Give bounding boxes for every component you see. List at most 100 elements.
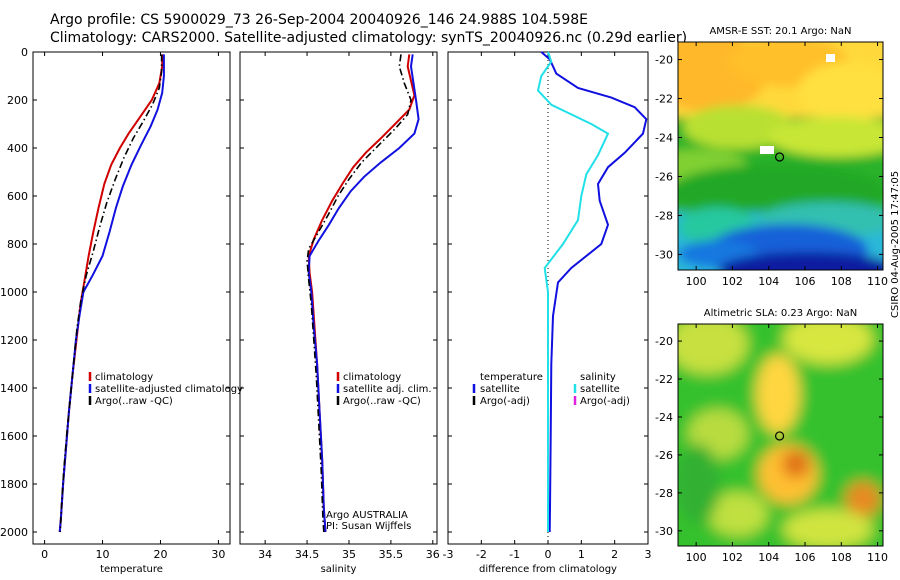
- x-tick-label: -1: [509, 548, 520, 561]
- y-tick-label: -28: [655, 209, 673, 222]
- map-region: [783, 324, 873, 364]
- x-tick-label: 35.5: [379, 548, 404, 561]
- panel-salinity: 34 34.5 35 35.5 36 salinity climatologysatelli…: [239, 51, 440, 575]
- map-region: [756, 354, 800, 434]
- panel-sla-map: Altimetric SLA: 0.23 Argo: NaN 100 102 104 1…: [655, 308, 888, 564]
- x-tick-label: 110: [867, 275, 888, 288]
- map-field: [678, 42, 883, 270]
- panel-temperature: 0 10 20 30 0 200 400 600 800 1000 1200 1400 1600 1800…: [0, 46, 243, 575]
- x-tick-label: 30: [211, 548, 225, 561]
- series-line-satellite-adj-clim-: [307, 54, 420, 533]
- x-tick-label: 108: [831, 275, 852, 288]
- y-tick-label: -26: [655, 170, 673, 183]
- map-region: [718, 252, 883, 270]
- series-line-argo-raw-qc-: [306, 54, 412, 533]
- map-blobs: [678, 42, 883, 270]
- header-title-1: Argo profile: CS 5900029_73 26-Sep-2004 …: [50, 12, 588, 28]
- y-tick-label: -24: [655, 411, 673, 424]
- series-line-climatology: [58, 54, 164, 533]
- x-tick-label: 110: [867, 551, 888, 564]
- legend-label: climatology: [95, 372, 153, 383]
- legend-label: satellite: [580, 384, 620, 395]
- y-tick-label: 1600: [0, 430, 28, 443]
- x-tick-label: 2: [611, 548, 618, 561]
- y-tick-label: -26: [655, 449, 673, 462]
- map-region: [783, 509, 873, 546]
- footer-stamp: CSIRO 04-Aug-2005 17:47:05: [890, 170, 900, 318]
- map-region: [678, 444, 720, 524]
- y-tick-label: -22: [655, 93, 673, 106]
- map-region: [768, 117, 883, 157]
- series-line-argo-raw-qc-: [59, 54, 163, 533]
- map-region: [845, 481, 881, 517]
- x-tick-label: 106: [794, 275, 815, 288]
- y-tick-label: 600: [7, 190, 28, 203]
- y-tick-label: -30: [655, 248, 673, 261]
- x-tick-label: 106: [794, 551, 815, 564]
- x-tick-label: 104: [758, 551, 779, 564]
- panel-difference: -3 -2 -1 0 1 2 3 difference from climatology tem…: [443, 51, 652, 575]
- x-tick-label: 100: [686, 551, 707, 564]
- map-region: [683, 105, 793, 149]
- x-tick-label: 108: [831, 551, 852, 564]
- x-tick-label: 34: [258, 548, 272, 561]
- y-tick-label: -30: [655, 525, 673, 538]
- series-line-satellite-adjusted-climatology: [58, 54, 165, 533]
- x-axis-label: salinity: [321, 564, 357, 575]
- plot-frame: [239, 51, 438, 545]
- map-region: [798, 62, 883, 122]
- x-tick-label: 102: [722, 275, 743, 288]
- map-title: Altimetric SLA: 0.23 Argo: NaN: [704, 308, 857, 319]
- y-tick-label: -20: [655, 335, 673, 348]
- y-tick-label: -24: [655, 131, 673, 144]
- x-tick-label: 10: [96, 548, 110, 561]
- x-tick-label: 34.5: [295, 548, 320, 561]
- annotation-line: PI: Susan Wijffels: [326, 521, 411, 532]
- map-region: [678, 324, 748, 374]
- plot-frame: [32, 51, 231, 545]
- legend-label: Argo(..raw -QC): [95, 396, 173, 407]
- header-title-2: Climatology: CARS2000. Satellite-adjuste…: [50, 30, 688, 46]
- y-tick-label: 0: [21, 46, 28, 59]
- y-tick-label: -28: [655, 487, 673, 500]
- x-tick-label: 0: [545, 548, 552, 561]
- missing-data-patch: [760, 146, 774, 154]
- x-tick-label: 3: [645, 548, 652, 561]
- legend-label: Argo(-adj): [480, 396, 530, 407]
- map-frame: [677, 323, 884, 547]
- y-tick-label: 2000: [0, 526, 28, 539]
- y-tick-label: 1800: [0, 478, 28, 491]
- x-tick-label: 1: [578, 548, 585, 561]
- map-field: [678, 324, 883, 546]
- y-tick-label: 1200: [0, 334, 28, 347]
- legend-label: satellite adj. clim.: [343, 384, 432, 395]
- legend-label: satellite-adjusted climatology: [95, 384, 243, 395]
- map-blobs: [678, 324, 883, 546]
- series-line-salinity-satellite: [536, 51, 610, 532]
- missing-data-patch: [826, 54, 835, 62]
- legend-label: satellite: [480, 384, 520, 395]
- legend-title: salinity: [580, 372, 616, 383]
- y-tick-label: 1000: [0, 286, 28, 299]
- argo-position-marker: [774, 152, 785, 162]
- panel-sst-map: AMSR-E SST: 20.1 Argo: NaN 100 102 104 106 10…: [655, 26, 888, 288]
- map-region: [708, 492, 768, 536]
- y-tick-label: 200: [7, 94, 28, 107]
- x-tick-label: 20: [153, 548, 167, 561]
- y-tick-label: 1400: [0, 382, 28, 395]
- legend-title: temperature: [480, 372, 543, 383]
- argo-position-marker: [774, 431, 785, 441]
- y-tick-label: -20: [655, 54, 673, 67]
- legend-label: Argo(-adj): [580, 396, 630, 407]
- legend-label: climatology: [343, 372, 401, 383]
- x-tick-label: 104: [758, 275, 779, 288]
- y-tick-label: 800: [7, 238, 28, 251]
- x-axis-label: difference from climatology: [479, 564, 617, 575]
- x-tick-label: 35: [342, 548, 356, 561]
- x-tick-label: 36: [426, 548, 440, 561]
- map-region: [782, 450, 810, 478]
- x-axis-label: temperature: [100, 564, 163, 575]
- y-tick-label: 400: [7, 142, 28, 155]
- x-tick-label: 0: [41, 548, 48, 561]
